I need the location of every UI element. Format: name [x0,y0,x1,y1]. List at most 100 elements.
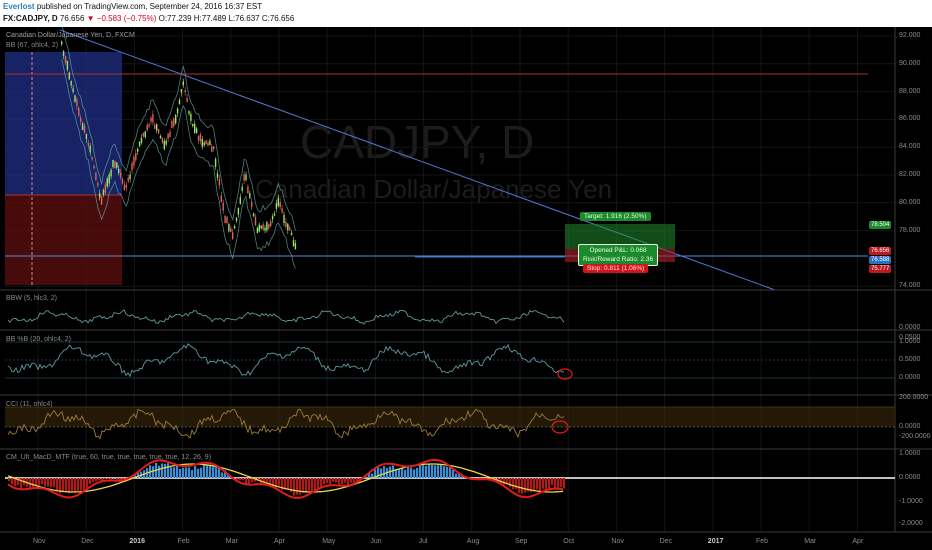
macd-histogram-bar [557,478,560,488]
macd-histogram-bar [188,467,191,478]
candle-body [224,215,226,223]
macd-histogram-bar [563,478,566,489]
candle-body [121,178,124,184]
candle-body [93,165,95,169]
macd-histogram-bar [197,468,200,478]
macd-histogram-bar [32,478,35,488]
candle-body [146,124,148,131]
candle-body [106,178,108,187]
candle-body [281,208,283,213]
macd-histogram-bar [251,478,254,483]
macd-histogram-bar [536,478,539,490]
time-tick: Sep [515,538,528,545]
indicator-tick: 0.0000 [899,474,921,481]
candle-body [61,41,63,45]
macd-histogram-bar [20,478,23,489]
candle-body [100,196,103,205]
macd-histogram-bar [254,478,257,482]
candle-body [186,98,188,103]
macd-histogram-bar [530,478,533,493]
candle-body [256,227,259,234]
time-tick: Nov [33,538,46,545]
author-link[interactable]: Everlost [3,2,35,11]
macd-histogram-bar [53,478,56,488]
time-tick: Mar [225,538,238,545]
grid-lines [5,27,895,532]
macd-histogram-bar [383,466,386,478]
pctb-line [7,343,565,378]
macd-histogram-bar [377,467,380,478]
macd-histogram-bar [434,465,437,478]
candle-body [251,201,253,208]
macd-histogram-bar [182,467,185,478]
macd-histogram-bar [371,473,374,478]
macd-histogram-bar [329,478,332,485]
candle-body [279,202,281,208]
indicator-tick: 1.0000 [899,338,921,345]
published-text: published on TradingView.com, September … [36,2,263,11]
time-tick: Dec [81,538,94,545]
candle-body [131,163,133,171]
macd-histogram-bar [317,478,320,489]
macd-histogram-bar [461,475,464,478]
time-tick: Apr [852,538,864,545]
candle-body [169,131,171,138]
macd-histogram-bar [440,464,443,478]
macd-histogram-bar [278,478,281,486]
chart-area[interactable]: CADJPY, D Canadian Dollar/Japanese Yen [0,27,932,550]
macd-histogram-bar [395,469,398,478]
candle-body [184,90,186,93]
candle-body [161,137,164,143]
macd-histogram-bar [326,478,329,484]
candle-body [173,118,175,126]
candle-body [294,243,297,250]
candle-body [260,225,262,229]
macd-histogram-bar [221,472,224,478]
candle-body [76,99,78,107]
candle-body [178,99,181,105]
highlight-circle [557,368,573,380]
candle-body [205,140,207,145]
bollinger-upper-band [62,27,296,231]
candle-body [192,124,194,127]
macd-histogram-bar [335,478,338,483]
candle-body [167,133,169,139]
last-price-tag: 76.656 [869,247,892,255]
macd-histogram-bar [152,466,155,478]
macd-histogram-bar [545,478,548,490]
candle-body [104,184,107,193]
macd-histogram-bar [524,478,527,493]
price-tick: 82.000 [899,171,921,178]
macd-histogram-bar [302,478,305,493]
macd-histogram-bar [215,467,218,478]
macd-histogram-bar [560,478,563,488]
bbw-line [7,309,565,325]
macd-histogram-bar [59,478,62,494]
time-tick: 2017 [707,538,724,545]
macd-histogram-bar [194,466,197,478]
macd-histogram-bar [416,467,419,478]
macd-histogram-bar [104,478,107,479]
macd-histogram-bar [458,472,461,478]
candle-body [72,88,74,93]
candle-body [129,174,131,180]
candle-body [262,224,264,230]
macd-histogram-bar [401,467,404,478]
indicator-tick: 1.0000 [899,450,921,457]
time-tick: Oct [563,538,575,545]
chart-header: Everlost published on TradingView.com, S… [0,0,932,27]
price-tick: 90.000 [899,59,921,67]
candle-body [197,136,200,141]
candle-body [159,135,162,139]
macd-histogram-bar [134,475,137,478]
candle-body [118,168,120,173]
macd-histogram-bar [47,478,50,487]
candle-body [180,88,183,93]
candle-body [123,184,126,191]
macd-histogram-bar [407,466,410,478]
macd-histogram-bar [314,478,317,491]
macd-histogram-bar [77,478,80,491]
macd-histogram-bar [116,478,119,481]
macd-signal-line [7,463,564,493]
time-tick: Dec [659,538,673,545]
